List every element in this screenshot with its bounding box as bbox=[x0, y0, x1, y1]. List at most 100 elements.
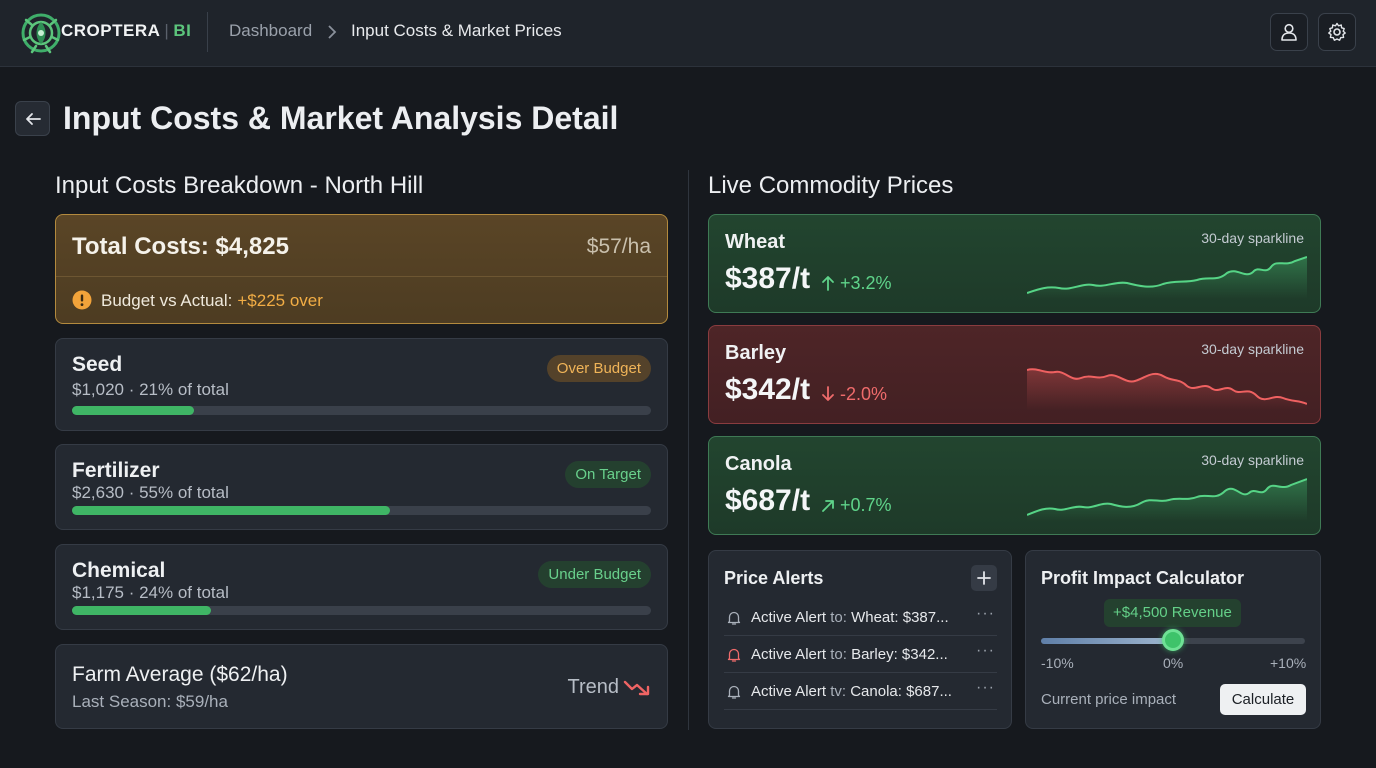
sparkline-chart[interactable] bbox=[1027, 364, 1307, 410]
commodity-name: Barley bbox=[725, 342, 787, 364]
cost-progress-fill bbox=[72, 506, 391, 515]
commodities-section-title: Live Commodity Prices bbox=[708, 172, 954, 199]
arrow-down-icon bbox=[822, 386, 834, 401]
cost-progress-fill bbox=[72, 606, 211, 615]
status-badge: Over Budget bbox=[546, 355, 651, 382]
commodity-change: -2.0% bbox=[840, 384, 888, 404]
cost-card-chemical[interactable]: Chemical $1,175 · 24% of total Under Bud… bbox=[55, 544, 668, 630]
sparkline-label: 30-day sparkline bbox=[1201, 230, 1304, 246]
price-impact-slider-handle[interactable] bbox=[1162, 629, 1184, 651]
price-impact-slider-fill bbox=[1041, 638, 1173, 644]
cost-name: Chemical bbox=[72, 559, 166, 582]
arrow-up-right-icon bbox=[822, 500, 834, 512]
more-options-icon[interactable]: ··· bbox=[976, 679, 995, 696]
alert-joiner: tv: bbox=[830, 683, 847, 700]
total-costs-label: Total Costs: $4,825 bbox=[72, 233, 289, 260]
alert-prefix: Active Alert bbox=[751, 609, 827, 626]
commodity-price: $687/t bbox=[725, 484, 811, 517]
more-options-icon[interactable]: ··· bbox=[976, 642, 995, 659]
last-season-value: Last Season: $59/ha bbox=[72, 692, 228, 711]
current-price-impact-label: Current price impact bbox=[1041, 691, 1177, 708]
breadcrumb-current: Input Costs & Market Prices bbox=[351, 21, 562, 40]
cost-progress-track bbox=[72, 506, 651, 515]
brand-separator: | bbox=[164, 21, 170, 40]
status-badge: On Target bbox=[565, 461, 651, 488]
user-icon bbox=[1281, 23, 1297, 41]
price-alerts-title: Price Alerts bbox=[724, 568, 824, 588]
user-profile-button[interactable] bbox=[1270, 13, 1308, 51]
cost-name: Seed bbox=[72, 353, 123, 376]
column-divider bbox=[688, 170, 689, 730]
brand-name[interactable]: CROPTERA | BI bbox=[61, 21, 191, 41]
farm-average-card[interactable]: Farm Average ($62/ha) Last Season: $59/h… bbox=[55, 644, 668, 729]
revenue-badge: +$4,500 Revenue bbox=[1104, 599, 1241, 627]
budget-vs-actual: Budget vs Actual: +$225 over bbox=[101, 291, 323, 311]
alert-row-wheat[interactable]: Active Alert to: Wheat: $387... ··· bbox=[724, 599, 997, 636]
plus-icon bbox=[977, 571, 991, 585]
farm-average-title: Farm Average ($62/ha) bbox=[72, 663, 288, 686]
sparkline-chart[interactable] bbox=[1027, 475, 1307, 521]
cost-progress-fill bbox=[72, 406, 194, 415]
slider-min-label: -10% bbox=[1041, 655, 1074, 671]
bell-alert-icon bbox=[727, 648, 741, 662]
croptera-logo-icon[interactable] bbox=[18, 6, 64, 60]
cost-detail: $2,630 · 55% of total bbox=[72, 483, 229, 502]
more-options-icon[interactable]: ··· bbox=[976, 605, 995, 622]
trend-label: Trend bbox=[567, 676, 619, 698]
commodity-price: $342/t bbox=[725, 373, 811, 406]
page-title: Input Costs & Market Analysis Detail bbox=[63, 100, 619, 136]
status-badge: Under Budget bbox=[538, 561, 651, 588]
sparkline-label: 30-day sparkline bbox=[1201, 452, 1304, 468]
alert-joiner: to: bbox=[830, 609, 847, 626]
settings-button[interactable] bbox=[1318, 13, 1356, 51]
total-costs-per-ha: $57/ha bbox=[586, 235, 651, 258]
gear-icon bbox=[1328, 22, 1346, 41]
chevron-right-icon bbox=[328, 25, 337, 39]
commodity-name: Wheat bbox=[725, 231, 785, 253]
total-card-divider bbox=[56, 276, 667, 277]
brand-text: CROPTERA bbox=[61, 21, 161, 40]
commodity-card-wheat[interactable]: Wheat $387/t +3.2% 30-day sparkline bbox=[708, 214, 1321, 313]
price-alerts-card: Price Alerts Active Alert to: Wheat: $38… bbox=[708, 550, 1012, 729]
alert-target: Wheat: $387... bbox=[851, 609, 949, 626]
arrow-up-icon bbox=[822, 276, 834, 291]
arrow-left-icon bbox=[25, 112, 41, 125]
alert-text: Active Alert tv: Canola: $687... bbox=[751, 683, 966, 700]
commodity-change: +3.2% bbox=[840, 273, 892, 293]
cost-card-seed[interactable]: Seed $1,020 · 21% of total Over Budget bbox=[55, 338, 668, 431]
slider-mid-label: 0% bbox=[1163, 655, 1184, 671]
cost-progress-track bbox=[72, 606, 651, 615]
back-button[interactable] bbox=[15, 101, 50, 136]
alert-text: Active Alert to: Barley: $342... bbox=[751, 646, 966, 663]
commodity-card-barley[interactable]: Barley $342/t -2.0% 30-day sparkline bbox=[708, 325, 1321, 424]
total-costs-card: Total Costs: $4,825 $57/ha Budget vs Act… bbox=[55, 214, 668, 324]
calculate-button[interactable]: Calculate bbox=[1220, 684, 1306, 715]
profit-calculator-title: Profit Impact Calculator bbox=[1041, 568, 1245, 588]
sparkline-chart[interactable] bbox=[1027, 253, 1307, 299]
costs-section-title: Input Costs Breakdown - North Hill bbox=[55, 172, 424, 199]
alert-row-canola[interactable]: Active Alert tv: Canola: $687... ··· bbox=[724, 673, 997, 710]
cost-card-fertilizer[interactable]: Fertilizer $2,630 · 55% of total On Targ… bbox=[55, 444, 668, 530]
trend-down-icon bbox=[623, 680, 650, 696]
cost-detail: $1,175 · 24% of total bbox=[72, 583, 229, 602]
header-divider bbox=[207, 12, 208, 52]
breadcrumb-dashboard-link[interactable]: Dashboard bbox=[229, 21, 313, 40]
alert-joiner: to: bbox=[830, 646, 847, 663]
commodity-change: +0.7% bbox=[840, 495, 892, 515]
alert-row-barley[interactable]: Active Alert to: Barley: $342... ··· bbox=[724, 636, 997, 673]
cost-detail: $1,020 · 21% of total bbox=[72, 380, 229, 399]
budget-over-value: +$225 over bbox=[237, 291, 323, 310]
slider-max-label: +10% bbox=[1270, 655, 1307, 671]
budget-label: Budget vs Actual: bbox=[101, 291, 233, 310]
add-alert-button[interactable] bbox=[971, 565, 997, 591]
sparkline-label: 30-day sparkline bbox=[1201, 341, 1304, 357]
bell-icon bbox=[727, 611, 741, 625]
alert-prefix: Active Alert bbox=[751, 683, 827, 700]
commodity-card-canola[interactable]: Canola $687/t +0.7% 30-day sparkline bbox=[708, 436, 1321, 535]
brand-suffix: BI bbox=[173, 21, 192, 40]
commodity-name: Canola bbox=[725, 453, 792, 475]
bell-icon bbox=[727, 685, 741, 699]
alert-text: Active Alert to: Wheat: $387... bbox=[751, 609, 966, 626]
alert-target: Barley: $342... bbox=[851, 646, 948, 663]
profit-calculator-card: Profit Impact Calculator +$4,500 Revenue… bbox=[1025, 550, 1321, 729]
